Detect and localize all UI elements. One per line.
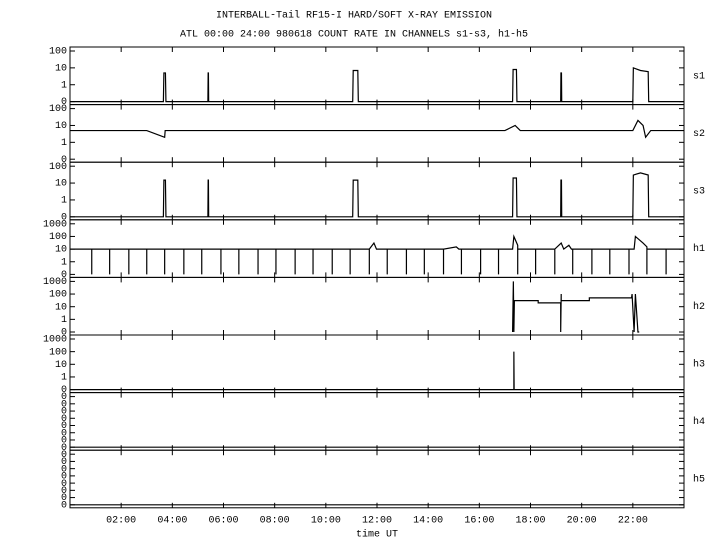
y-tick-label: 1: [61, 196, 67, 207]
y-tick-label: 0: [61, 500, 67, 511]
y-tick-label: 0: [61, 428, 67, 439]
y-tick-label: 100: [49, 347, 67, 358]
y-tick-label: 1000: [43, 277, 67, 288]
chart-subtitle: ATL 00:00 24:00 980618 COUNT RATE IN CHA…: [180, 29, 528, 41]
y-tick-label: 0: [61, 328, 67, 339]
y-tick-label: 1: [61, 315, 67, 326]
y-tick-label: 1000: [43, 219, 67, 230]
y-tick-label: 1000: [43, 335, 67, 346]
y-tick-label: 10: [55, 302, 67, 313]
y-tick-label: 0: [61, 155, 67, 166]
panel-label: s2: [693, 129, 705, 140]
x-tick-label: 22:00: [618, 515, 648, 526]
y-tick-label: 1: [61, 373, 67, 384]
y-tick-label: 0: [61, 392, 67, 403]
y-tick-label: 0: [61, 493, 67, 504]
x-tick-label: 10:00: [311, 515, 341, 526]
x-tick-label: 14:00: [413, 515, 443, 526]
x-axis-label: time UT: [356, 529, 398, 541]
y-tick-label: 0: [61, 443, 67, 454]
y-tick-label: 0: [61, 450, 67, 461]
panel-label: h2: [693, 301, 705, 313]
x-tick-label: 08:00: [260, 515, 290, 526]
panel-label: h4: [693, 416, 705, 428]
panel-label: s1: [693, 71, 705, 82]
data-line: [70, 119, 684, 139]
y-tick-label: 100: [49, 232, 67, 243]
y-tick-label: 10: [55, 179, 67, 190]
x-tick-label: 18:00: [515, 515, 545, 526]
y-tick-label: 0: [61, 436, 67, 447]
y-tick-label: 0: [61, 97, 67, 108]
x-tick-label: 02:00: [106, 515, 136, 526]
y-tick-label: 1: [61, 257, 67, 268]
y-tick-label: 1: [61, 80, 67, 91]
y-tick-label: 0: [61, 407, 67, 418]
x-tick-label: 16:00: [464, 515, 494, 526]
data-line: [511, 281, 640, 333]
data-line: [70, 172, 684, 218]
data-line: [70, 67, 684, 103]
y-tick-label: 1: [61, 138, 67, 149]
x-tick-label: 04:00: [157, 515, 187, 526]
x-tick-label: 20:00: [567, 515, 597, 526]
y-tick-label: 100: [49, 290, 67, 301]
data-line: [70, 351, 684, 391]
y-tick-label: 0: [61, 385, 67, 396]
x-tick-label: 12:00: [362, 515, 392, 526]
y-tick-label: 0: [61, 486, 67, 497]
y-tick-label: 100: [49, 47, 67, 58]
y-tick-label: 0: [61, 464, 67, 475]
panel-label: h3: [693, 358, 705, 370]
panel-label: s3: [693, 187, 705, 198]
y-tick-label: 10: [55, 64, 67, 75]
x-tick-label: 06:00: [208, 515, 238, 526]
panel-label: h5: [693, 474, 705, 486]
y-tick-label: 0: [61, 457, 67, 468]
y-tick-label: 10: [55, 121, 67, 132]
y-tick-label: 100: [49, 162, 67, 173]
y-tick-label: 0: [61, 399, 67, 410]
chart-title: INTERBALL-Tail RF15-I HARD/SOFT X-RAY EM…: [216, 10, 492, 22]
y-tick-label: 0: [61, 212, 67, 223]
data-line: [70, 234, 684, 275]
y-tick-label: 0: [61, 421, 67, 432]
y-tick-label: 0: [61, 479, 67, 490]
y-tick-label: 100: [49, 104, 67, 115]
y-tick-label: 0: [61, 270, 67, 281]
y-tick-label: 0: [61, 414, 67, 425]
y-tick-label: 10: [55, 245, 67, 256]
y-tick-label: 0: [61, 472, 67, 483]
y-tick-label: 10: [55, 360, 67, 371]
panel-label: h1: [693, 243, 705, 255]
